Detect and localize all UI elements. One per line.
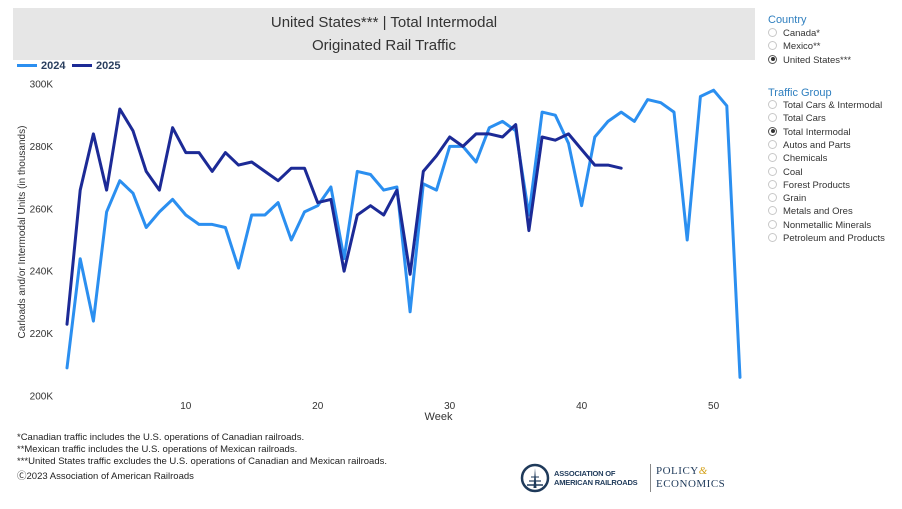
radio-button[interactable] (768, 100, 777, 109)
aar-logo-text: ASSOCIATION OF AMERICAN RAILROADS (554, 469, 638, 487)
chart-title-box: United States*** | Total Intermodal Orig… (13, 8, 755, 60)
traffic-group-option-label: Petroleum and Products (783, 233, 885, 244)
footnote-united-states: ***United States traffic excludes the U.… (17, 456, 388, 467)
radio-button[interactable] (768, 153, 777, 163)
traffic-group-option[interactable]: Total Cars & Intermodal (768, 100, 882, 112)
radio-button[interactable] (768, 28, 777, 37)
radio-button[interactable] (768, 126, 777, 136)
y-axis-label: Carloads and/or Intermodal Units (in tho… (17, 126, 28, 339)
y-tick-label: 220K (30, 329, 54, 340)
radio-button[interactable] (768, 139, 777, 149)
legend-label-2025: 2025 (96, 60, 121, 72)
series-line-2025 (65, 107, 623, 326)
y-tick-label: 300K (30, 80, 54, 91)
pe-line2: ECONOMICS (656, 478, 726, 490)
traffic-group-heading: Traffic Group (768, 87, 832, 99)
radio-button[interactable] (768, 233, 777, 242)
radio-button[interactable] (768, 193, 777, 203)
traffic-group-option-label: Total Cars & Intermodal (783, 100, 883, 111)
y-tick-label: 260K (30, 204, 54, 215)
x-tick-label: 50 (708, 401, 720, 412)
chart-title: United States*** | Total Intermodal (270, 14, 498, 31)
logo-divider (650, 464, 651, 492)
traffic-group-option[interactable]: Petroleum and Products (768, 233, 885, 245)
traffic-group-option[interactable]: Grain (768, 193, 806, 205)
traffic-group-option-label: Coal (783, 166, 803, 178)
aar-logo-icon (520, 463, 550, 493)
country-option-label: Mexico** (783, 41, 821, 53)
pe-line1: POLICY (656, 465, 699, 477)
legend-label-2024: 2024 (41, 60, 66, 72)
traffic-group-option-label: Total Intermodal (783, 126, 851, 138)
traffic-group-option-label: Nonmetallic Minerals (783, 219, 872, 231)
legend-swatch-2025 (72, 63, 92, 67)
footnote-mexico: **Mexican traffic includes the U.S. oper… (17, 444, 298, 455)
y-tick-label: 200K (30, 392, 54, 403)
country-option-label: United States*** (783, 54, 852, 66)
radio-button[interactable] (768, 179, 777, 189)
y-tick-label: 280K (30, 142, 54, 153)
traffic-group-option[interactable]: Forest Products (768, 179, 851, 192)
chart-subtitle: Originated Rail Traffic (312, 37, 456, 54)
traffic-group-option[interactable]: Chemicals (768, 153, 827, 165)
footnote-canada: *Canadian traffic includes the U.S. oper… (17, 432, 305, 443)
radio-button[interactable] (768, 206, 777, 216)
traffic-group-option[interactable]: Autos and Parts (768, 139, 851, 152)
series-line-2024 (65, 88, 742, 379)
traffic-group-option[interactable]: Metals and Ores (768, 206, 853, 218)
copyright: Ⓒ2023 Association of American Railroads (17, 471, 194, 482)
traffic-group-option[interactable]: Nonmetallic Minerals (768, 219, 872, 232)
aar-line2: AMERICAN RAILROADS (554, 478, 638, 487)
x-tick-label: 40 (576, 401, 588, 412)
traffic-group-option[interactable]: Total Cars (768, 113, 826, 125)
traffic-group-option[interactable]: Total Intermodal (768, 126, 851, 139)
x-tick-label: 10 (180, 401, 192, 412)
traffic-group-option-label: Forest Products (783, 179, 851, 191)
legend-swatch-2024 (17, 63, 37, 67)
traffic-group-option-label: Chemicals (783, 153, 828, 165)
radio-button[interactable] (768, 113, 777, 123)
traffic-group-option-label: Total Cars (783, 113, 826, 125)
x-tick-label: 20 (312, 401, 324, 412)
x-tick-label: 30 (444, 401, 456, 412)
y-tick-label: 240K (30, 267, 54, 278)
pe-ampersand: & (698, 465, 708, 477)
traffic-group-option-label: Autos and Parts (783, 139, 851, 151)
aar-line1: ASSOCIATION OF (554, 469, 616, 478)
radio-button[interactable] (768, 41, 777, 51)
legend-item-2025[interactable]: 2025 (72, 60, 120, 72)
traffic-group-option[interactable]: Coal (768, 166, 803, 179)
policy-economics-logo: POLICY& ECONOMICS (656, 465, 725, 491)
traffic-group-option-label: Metals and Ores (783, 206, 853, 218)
logos: ASSOCIATION OF AMERICAN RAILROADS POLICY… (520, 462, 760, 494)
legend-item-2024[interactable]: 2024 (17, 60, 65, 72)
radio-button[interactable] (768, 54, 777, 64)
country-heading: Country (768, 14, 807, 26)
traffic-group-option-label: Grain (783, 193, 807, 205)
country-option[interactable]: United States*** (768, 54, 852, 67)
line-chart: 200K 220K 240K 260K 280K 300K 10 20 30 40 50 Week Ca… (17, 80, 742, 423)
country-option-label: Canada* (783, 28, 820, 39)
country-option[interactable]: Mexico** (768, 41, 821, 53)
country-option[interactable]: Canada* (768, 28, 820, 40)
x-axis-label: Week (425, 411, 453, 423)
radio-button[interactable] (768, 166, 777, 176)
radio-button[interactable] (768, 219, 777, 229)
